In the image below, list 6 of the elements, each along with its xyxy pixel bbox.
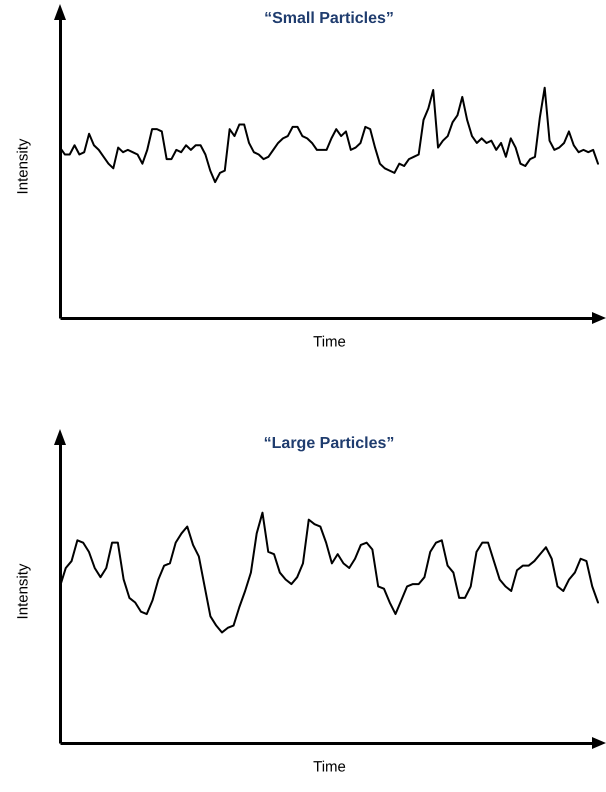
- x-axis-title: Time: [313, 758, 346, 776]
- chart-title: “Small Particles”: [264, 10, 394, 27]
- y-axis-title: Intensity: [14, 563, 32, 620]
- y-axis-title: Intensity: [14, 138, 32, 194]
- x-axis-title: Time: [313, 334, 346, 350]
- chart-title: “Large Particles”: [264, 435, 394, 452]
